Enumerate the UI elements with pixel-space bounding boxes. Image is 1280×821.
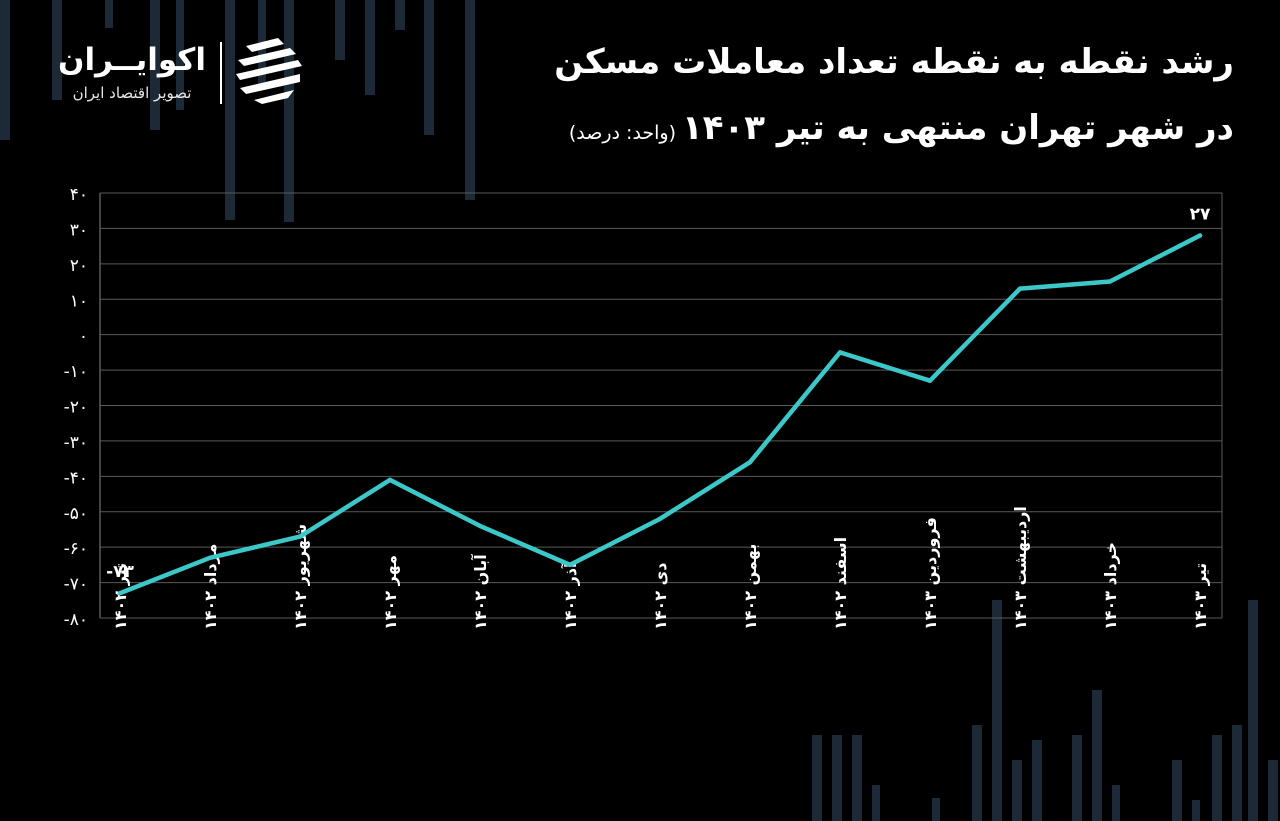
background-bar [1232,725,1242,821]
y-tick-label: -۱۰ [64,362,88,382]
background-bar [0,0,10,140]
logo-name: اکوایــران [58,42,206,78]
background-bar [150,0,160,130]
logo: اکوایــران تصویر اقتصاد ایران [48,36,318,108]
background-bar [812,735,822,821]
background-bar [852,735,862,821]
data-point [387,477,393,483]
background-bar [424,0,434,135]
y-tick-label: -۵۰ [64,504,88,524]
background-bar [465,0,475,200]
x-tick-label: تیر ۱۴۰۳ [1191,563,1210,630]
data-point [297,534,303,539]
data-point [927,378,933,383]
background-bar [1212,735,1222,821]
x-tick-label: اردیبهشت ۱۴۰۳ [1011,506,1030,630]
y-tick-label: ۲۰ [70,256,88,276]
background-bar [972,725,982,821]
background-bar [335,0,345,60]
data-point [207,555,213,560]
x-tick-label: آبان ۱۴۰۲ [470,554,490,630]
background-bar [52,0,62,100]
background-bar [225,0,235,220]
x-tick-label: بهمن ۱۴۰۲ [741,544,760,630]
chart-title-line-2: در شهر تهران منتهی به تیر ۱۴۰۳(واحد: درص… [569,108,1234,148]
data-label: -۷۳ [106,562,134,582]
data-point [837,350,843,355]
background-bar [105,0,113,28]
background-bar [176,0,184,110]
y-tick-label: -۶۰ [64,539,88,559]
x-tick-label: اسفند ۱۴۰۲ [831,537,850,630]
data-point [747,459,753,465]
x-tick-label: خرداد ۱۴۰۳ [1101,542,1120,630]
background-bar [1092,690,1102,821]
background-bar [1032,740,1042,821]
background-bar [365,0,375,95]
y-tick-label: -۸۰ [64,610,88,630]
background-bar [395,0,405,30]
x-tick-label: دی ۱۴۰۲ [651,562,670,630]
y-tick-label: ۴۰ [70,185,88,205]
logo-mark-icon [236,38,302,104]
logo-divider [220,42,222,104]
data-point [1107,279,1113,284]
unit-note: (واحد: درصد) [568,122,677,144]
chart-title-line-2-text: در شهر تهران منتهی به تیر ۱۴۰۳ [682,108,1234,148]
logo-tagline: تصویر اقتصاد ایران [72,84,192,102]
background-bar [932,798,940,821]
background-bar [832,735,842,821]
y-tick-label: ۱۰ [70,291,88,311]
background-bar [1172,760,1182,821]
data-label: ۲۷ [1190,205,1211,225]
y-tick-label: -۳۰ [64,433,88,453]
x-tick-label: مهر ۱۴۰۲ [381,555,400,630]
data-point [117,591,123,596]
background-bar [1012,760,1022,821]
y-tick-label: ۳۰ [70,220,88,240]
data-point [1197,233,1203,238]
background-bar [992,600,1002,821]
y-tick-label: -۷۰ [64,575,88,595]
background-bar [1112,785,1120,821]
data-point [567,562,573,568]
background-bar [872,785,880,821]
series-line [117,233,1203,596]
x-tick-label: تیر ۱۴۰۲ [111,563,130,630]
x-tick-label: آذر ۱۴۰۲ [560,562,580,630]
background-bar [1192,800,1200,821]
y-tick-label: ۰ [79,327,88,347]
y-tick-label: -۲۰ [64,398,88,418]
chart-title-line-1: رشد نقطه به نقطه تعداد معاملات مسکن [554,42,1234,82]
background-bar [1248,600,1258,821]
x-tick-label: مرداد ۱۴۰۲ [201,544,220,630]
background-bar [284,0,294,222]
background-bar [1072,735,1082,821]
x-tick-label: شهریور ۱۴۰۲ [291,524,310,630]
x-tick-label: فروردین ۱۴۰۳ [921,517,940,630]
data-point [477,523,483,529]
data-point [657,516,663,522]
y-tick-label: -۴۰ [64,468,88,488]
data-point [1017,286,1023,291]
background-bar [1268,760,1278,821]
